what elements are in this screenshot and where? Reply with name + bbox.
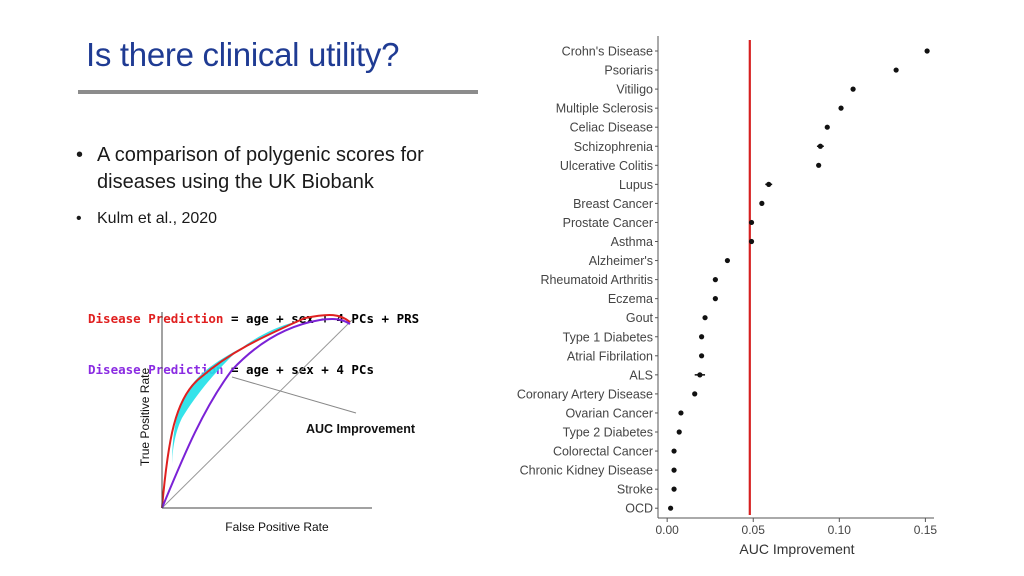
data-point <box>712 277 718 283</box>
category-label: Alzheimer's <box>589 254 653 268</box>
data-point <box>698 353 705 359</box>
category-label: Asthma <box>611 235 653 249</box>
data-point <box>817 143 823 149</box>
data-point <box>676 429 682 435</box>
data-point <box>678 410 684 416</box>
data-point <box>893 67 899 73</box>
category-label: Vitiligo <box>616 83 653 97</box>
category-label: Type 1 Diabetes <box>563 330 653 344</box>
bullet-text: A comparison of polygenic scores for dis… <box>97 144 424 193</box>
x-tick-label: 0.15 <box>914 523 938 537</box>
chart-axes <box>657 36 934 519</box>
category-label: Atrial Fibrilation <box>567 349 653 363</box>
data-point <box>748 219 755 226</box>
roc-annotation-label: AUC Improvement <box>306 422 416 436</box>
category-label: Psoriaris <box>604 64 653 78</box>
data-point <box>766 181 772 187</box>
data-point <box>671 486 677 492</box>
category-label: ALS <box>629 368 653 382</box>
annotation-leader-line <box>231 376 357 414</box>
category-label: Chronic Kidney Disease <box>520 464 653 478</box>
base-roc-curve <box>161 318 351 509</box>
data-point <box>924 48 930 54</box>
category-label: Gout <box>626 311 654 325</box>
category-label: Stroke <box>617 483 653 497</box>
x-tick-label: 0.00 <box>655 523 679 537</box>
bullet-item: • Kulm et al., 2020 <box>74 208 494 230</box>
data-point <box>816 162 822 168</box>
category-label: Ulcerative Colitis <box>560 159 653 173</box>
category-labels: Crohn's Disease Psoriaris Vitiligo Multiple… <box>517 45 658 516</box>
category-label: Prostate Cancer <box>563 216 653 230</box>
slide-title: Is there clinical utility? <box>86 36 400 73</box>
data-point <box>698 334 705 340</box>
auc-improvement-chart: Crohn's Disease Psoriaris Vitiligo Multiple… <box>517 36 937 557</box>
bullet-item: • A comparison of polygenic scores for di… <box>74 142 494 196</box>
bullet-text: Kulm et al., 2020 <box>97 210 218 227</box>
category-label: Colorectal Cancer <box>553 445 653 459</box>
category-label: Lupus <box>619 178 653 192</box>
x-tick-label: 0.10 <box>828 523 852 537</box>
diagonal-reference-line <box>161 319 353 509</box>
formula-prs-terms: = age + sex + 4 PCs + PRS <box>231 311 420 326</box>
x-tick-labels: 0.00 0.05 0.10 0.15 <box>655 518 937 537</box>
data-point <box>671 467 677 473</box>
data-point <box>702 315 708 321</box>
data-point <box>668 505 674 511</box>
data-point <box>712 296 718 302</box>
category-label: Ovarian Cancer <box>565 406 653 420</box>
roc-y-axis-label: True Positive Rate <box>138 368 152 467</box>
bullet-list: • A comparison of polygenic scores for di… <box>74 142 494 230</box>
x-axis-label: AUC Improvement <box>739 541 854 557</box>
category-label: OCD <box>625 502 653 516</box>
roc-diagram: AUC Improvement False Positive Rate True… <box>138 312 416 534</box>
title-divider <box>78 90 478 94</box>
category-label: Eczema <box>608 292 653 306</box>
data-point <box>850 86 856 92</box>
category-label: Rheumatoid Arthritis <box>540 273 653 287</box>
category-label: Crohn's Disease <box>562 45 653 59</box>
auc-improvement-area <box>172 318 305 468</box>
data-point <box>759 200 765 206</box>
category-label: Celiac Disease <box>570 121 653 135</box>
data-point <box>838 105 844 111</box>
roc-x-axis-label: False Positive Rate <box>225 520 329 534</box>
category-label: Multiple Sclerosis <box>556 102 653 116</box>
x-tick-label: 0.05 <box>742 523 766 537</box>
data-points <box>668 48 930 511</box>
data-point <box>697 372 703 378</box>
data-point <box>692 391 698 397</box>
data-point <box>824 124 830 130</box>
prs-roc-curve <box>161 313 351 509</box>
bullet-dot: • <box>76 144 84 166</box>
category-label: Breast Cancer <box>573 197 653 211</box>
formula-prs: Disease Prediction = age + sex + 4 PCs +… <box>88 310 419 327</box>
category-label: Type 2 Diabetes <box>563 426 653 440</box>
category-label: Schizophrenia <box>574 140 653 154</box>
data-point <box>748 238 755 245</box>
data-point <box>724 257 731 264</box>
data-point <box>671 448 677 454</box>
bullet-dot: • <box>76 210 82 227</box>
formula-prs-label: Disease Prediction <box>88 311 224 326</box>
category-label: Coronary Artery Disease <box>517 387 653 401</box>
